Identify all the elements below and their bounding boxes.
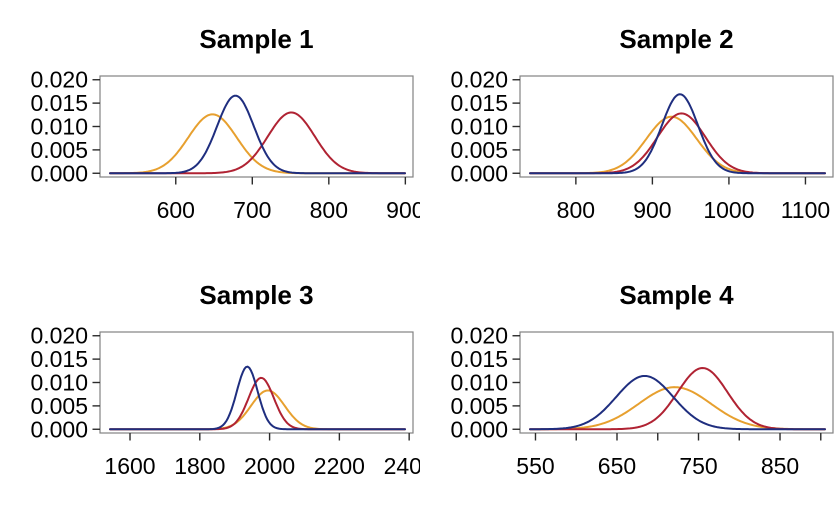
x-tick-label: 2200 [314, 453, 365, 479]
orange-density-curve [109, 389, 406, 431]
x-tick-label: 600 [157, 197, 195, 223]
y-tick-label: 0.020 [450, 67, 508, 93]
x-tick-label: 1000 [703, 197, 754, 223]
y-tick-label: 0.000 [450, 416, 508, 442]
y-tick-label: 0.005 [30, 137, 88, 163]
y-tick-label: 0.000 [30, 416, 88, 442]
y-tick-label: 0.010 [30, 370, 88, 396]
x-tick-label: 550 [516, 453, 554, 479]
x-tick-label: 850 [761, 453, 799, 479]
y-tick-label: 0.020 [450, 323, 508, 349]
panel-sample-4: 0.000 0.005 0.010 0.015 0.020 550 650 750 850 Sa… [420, 256, 840, 513]
y-tick-label: 0.015 [450, 90, 508, 116]
y-tick-label: 0.000 [450, 160, 508, 186]
navy-density-curve [109, 365, 406, 431]
red-density-curve [109, 111, 406, 175]
panel-sample-2: 0.000 0.005 0.010 0.015 0.020 800 900 1000 1100 … [420, 0, 840, 256]
y-tick-label: 0.020 [30, 323, 88, 349]
y-tick-label: 0.010 [450, 370, 508, 396]
plot-box [519, 331, 834, 434]
y-tick-label: 0.000 [30, 160, 88, 186]
plot-title-sample-1: Sample 1 [199, 24, 314, 54]
x-tick-label: 1100 [781, 197, 830, 223]
orange-density-curve [529, 115, 826, 175]
x-tick-label: 2000 [244, 453, 295, 479]
panel-sample-3: 0.000 0.005 0.010 0.015 0.020 1600 1800 2000 220… [0, 256, 420, 513]
red-density-curve [109, 376, 406, 431]
red-density-curve [529, 367, 826, 431]
y-tick-label: 0.015 [30, 346, 88, 372]
x-tick-label: 900 [386, 197, 420, 223]
y-tick-label: 0.020 [30, 67, 88, 93]
x-tick-label: 1600 [104, 453, 155, 479]
navy-density-curve [109, 94, 406, 175]
x-tick-label: 2400 [384, 453, 420, 479]
x-tick-label: 800 [557, 197, 595, 223]
y-tick-label: 0.015 [30, 90, 88, 116]
plot-title-sample-2: Sample 2 [619, 24, 734, 54]
red-density-curve [529, 112, 826, 175]
navy-density-curve [529, 374, 826, 431]
x-tick-label: 800 [310, 197, 348, 223]
x-tick-label: 750 [679, 453, 717, 479]
x-tick-label: 700 [233, 197, 271, 223]
y-tick-label: 0.010 [450, 114, 508, 140]
y-tick-label: 0.010 [30, 114, 88, 140]
x-tick-label: 650 [598, 453, 636, 479]
panel-sample-1: 0.000 0.005 0.010 0.015 0.020 600 700 800 900 Sa… [0, 0, 420, 256]
navy-density-curve [529, 93, 826, 175]
plot-title-sample-3: Sample 3 [199, 280, 314, 310]
orange-density-curve [109, 113, 406, 175]
y-tick-label: 0.005 [30, 393, 88, 419]
plot-box [519, 75, 834, 178]
y-tick-label: 0.005 [450, 393, 508, 419]
x-tick-label: 1800 [174, 453, 225, 479]
y-tick-label: 0.005 [450, 137, 508, 163]
x-tick-label: 900 [633, 197, 671, 223]
y-tick-label: 0.015 [450, 346, 508, 372]
plot-title-sample-4: Sample 4 [619, 280, 734, 310]
